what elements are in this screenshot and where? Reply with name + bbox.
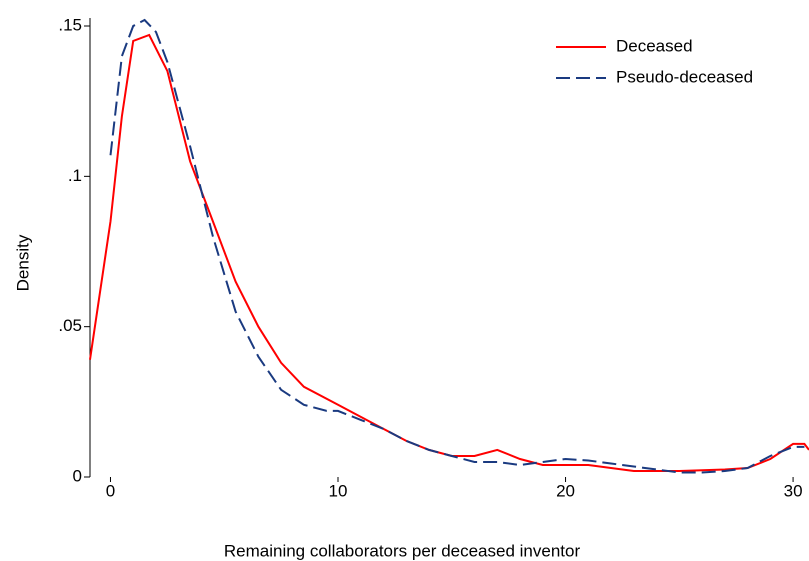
y-tick-label: .05 [58, 316, 82, 335]
x-axis-label: Remaining collaborators per deceased inv… [224, 541, 581, 560]
x-tick-label: 20 [556, 481, 575, 500]
y-tick-label: 0 [73, 466, 82, 485]
y-tick-label: .15 [58, 15, 82, 34]
legend-label: Pseudo-deceased [616, 67, 753, 86]
y-tick-label: .1 [68, 166, 82, 185]
y-axis-label: Density [13, 234, 32, 291]
x-tick-label: 10 [329, 481, 348, 500]
x-tick-label: 30 [784, 481, 803, 500]
series-line [109, 18, 805, 474]
series-line [89, 33, 809, 472]
x-tick-label: 0 [106, 481, 115, 500]
legend-label: Deceased [616, 36, 693, 55]
